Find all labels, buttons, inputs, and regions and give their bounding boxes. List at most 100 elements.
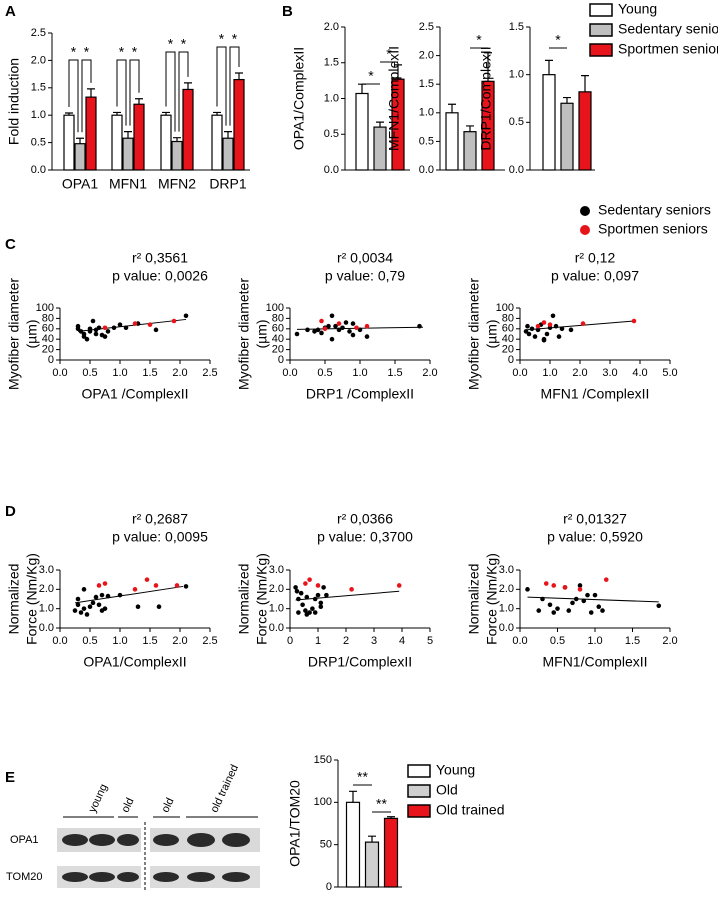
significance-star: * [555, 32, 561, 48]
fit-line [527, 596, 659, 603]
bar [345, 801, 361, 888]
x-tick-label: 0.0 [282, 367, 297, 379]
point [525, 323, 530, 329]
point [336, 327, 342, 333]
error-bar [448, 103, 456, 113]
y-tick-label: 20 [502, 344, 514, 356]
bar [160, 114, 172, 171]
x-tick-label: 1.0 [542, 367, 557, 379]
significance-star: * [386, 46, 392, 62]
point [525, 587, 530, 592]
point [81, 334, 87, 339]
point [540, 596, 545, 602]
y-tick-label: 2.5 [31, 27, 46, 39]
legend-swatch [407, 764, 431, 778]
chart-title: r² 0,01327 [563, 511, 627, 527]
significance-bracket [116, 59, 127, 126]
chart-subtitle: p value: 0,0095 [112, 529, 208, 545]
panel-label: B [282, 3, 293, 20]
point [319, 330, 324, 336]
point [544, 331, 550, 337]
chart-title: r² 0,0366 [337, 511, 393, 527]
chart-subtitle: p value: 0,097 [551, 268, 639, 284]
y-tick-label: 150 [314, 754, 332, 766]
x-axis-label: DRP1/ComplexII [308, 654, 412, 670]
lane-label: old [119, 796, 136, 814]
x-axis-label: MFN1/ComplexII [542, 654, 647, 670]
bar [233, 78, 245, 171]
legend-label: Young [436, 762, 475, 778]
error-bar [484, 52, 492, 82]
point [343, 320, 349, 325]
point [135, 604, 141, 610]
blot-bands [62, 833, 250, 882]
y-tick-label: 100 [314, 796, 332, 808]
error-bar [466, 125, 474, 132]
point [592, 592, 598, 598]
point [318, 600, 324, 606]
point [555, 606, 560, 611]
chart-subtitle: p value: 0,0026 [112, 268, 208, 284]
point [315, 592, 321, 598]
point [333, 323, 338, 329]
point [144, 577, 150, 582]
y-tick-label: 1.0 [269, 603, 284, 615]
x-tick-label: 0.0 [52, 635, 67, 647]
significance-star: * [119, 44, 125, 60]
point [93, 594, 99, 600]
chart-title: r² 0,3561 [132, 250, 188, 266]
point [562, 585, 568, 590]
y-tick-label: 60 [272, 323, 284, 335]
error-bar [349, 790, 357, 803]
point [111, 325, 117, 331]
x-tick-label: 2.5 [202, 367, 217, 379]
point [340, 325, 345, 331]
point [102, 581, 108, 586]
point [547, 602, 553, 608]
y-axis-label: MFN1/ComplexII [386, 46, 402, 151]
x-tick-label: 0.5 [550, 635, 565, 647]
bar [560, 102, 574, 171]
x-tick-label: 1.5 [142, 635, 157, 647]
bar [182, 88, 194, 171]
point [580, 321, 586, 326]
error-bar [65, 112, 73, 116]
x-tick-label: 2.5 [202, 635, 217, 647]
point [84, 336, 90, 342]
point [553, 323, 559, 329]
point [105, 593, 111, 599]
significance-bracket [129, 59, 140, 126]
point [294, 331, 300, 337]
bar [445, 112, 459, 171]
error-bar [563, 96, 571, 104]
error-bar [224, 131, 232, 139]
point [296, 596, 301, 602]
point [75, 602, 81, 608]
chart-title: r² 0,0034 [337, 250, 393, 266]
point [307, 610, 312, 615]
point [315, 327, 321, 333]
point [132, 321, 138, 326]
point [105, 329, 111, 334]
y-tick-label: 40 [42, 333, 54, 345]
bar [383, 817, 399, 888]
y-tick-label: 60 [42, 323, 54, 335]
point [417, 323, 422, 329]
y-tick-label: 0.0 [39, 622, 54, 634]
legend-swatch [407, 784, 431, 798]
error-bar [76, 137, 84, 144]
x-tick-label: 0.0 [512, 635, 527, 647]
point [536, 608, 542, 613]
point [526, 331, 532, 337]
x-tick-label: 0 [287, 635, 293, 647]
x-tick-label: 0.5 [82, 367, 97, 379]
point [329, 313, 335, 319]
point [556, 334, 562, 339]
point [293, 585, 298, 590]
legend-label: Sedentary seniors [598, 202, 711, 218]
error-bar [184, 82, 192, 90]
point [529, 326, 535, 332]
y-tick-label: 20 [42, 344, 54, 356]
error-bar [235, 72, 243, 80]
point [296, 610, 301, 615]
